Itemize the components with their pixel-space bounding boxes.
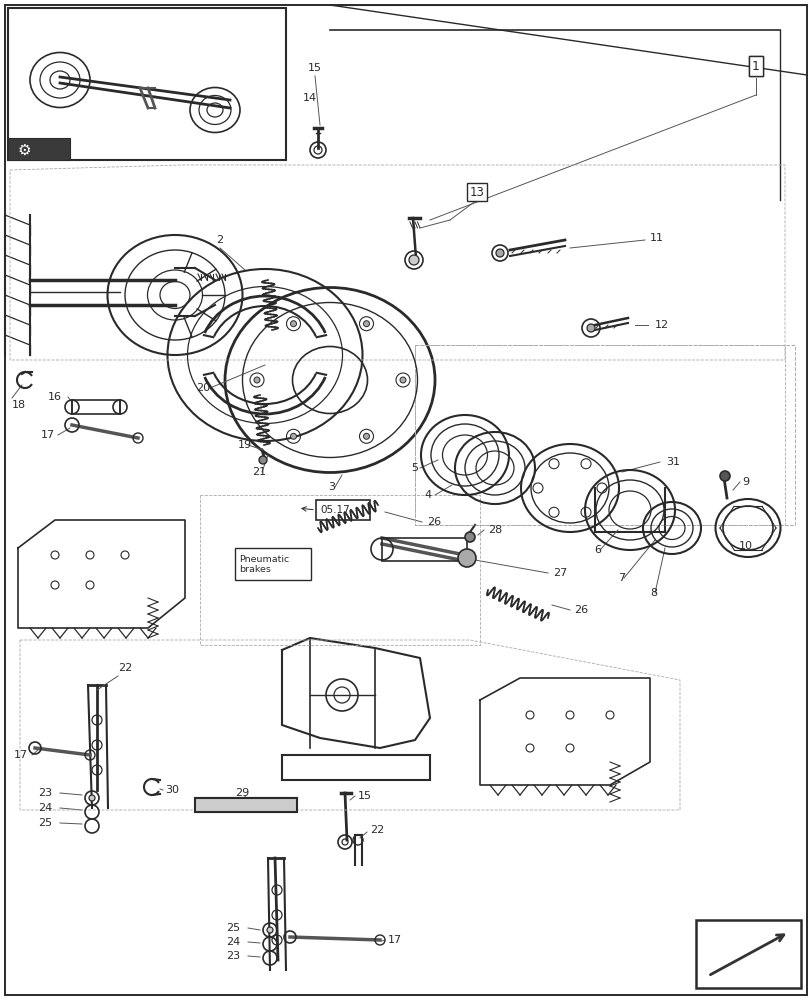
Circle shape <box>267 927 272 933</box>
Text: 18: 18 <box>12 400 26 410</box>
Text: 25: 25 <box>225 923 240 933</box>
Circle shape <box>719 471 729 481</box>
Bar <box>195 798 297 812</box>
Text: ⚙: ⚙ <box>18 143 32 158</box>
Circle shape <box>259 456 267 464</box>
Circle shape <box>363 433 369 439</box>
Circle shape <box>290 321 296 327</box>
Text: 7: 7 <box>617 573 624 583</box>
Text: brakes: brakes <box>238 566 271 574</box>
Text: 22: 22 <box>118 663 132 673</box>
Text: 6: 6 <box>594 545 600 555</box>
Text: 1: 1 <box>751 60 759 73</box>
Text: 14: 14 <box>303 93 316 103</box>
Circle shape <box>89 795 95 801</box>
Text: 05.17: 05.17 <box>320 505 350 515</box>
Text: 12: 12 <box>654 320 668 330</box>
Circle shape <box>465 532 474 542</box>
Text: 5: 5 <box>410 463 418 473</box>
Circle shape <box>290 433 296 439</box>
Text: 26: 26 <box>427 517 440 527</box>
Text: 26: 26 <box>573 605 587 615</box>
Circle shape <box>496 249 504 257</box>
Text: 31: 31 <box>665 457 679 467</box>
Bar <box>72 400 120 414</box>
Text: Pneumatic: Pneumatic <box>238 554 289 564</box>
Text: 1: 1 <box>751 60 759 73</box>
Text: 10: 10 <box>738 541 752 551</box>
Text: 27: 27 <box>552 568 567 578</box>
Circle shape <box>586 324 594 332</box>
Text: 28: 28 <box>487 525 502 535</box>
Text: 3: 3 <box>328 482 335 492</box>
Bar <box>381 538 466 561</box>
Bar <box>8 8 285 160</box>
Text: 19: 19 <box>238 440 251 450</box>
Circle shape <box>254 377 260 383</box>
Text: 23: 23 <box>38 788 52 798</box>
Text: 17: 17 <box>388 935 401 945</box>
Text: 8: 8 <box>649 588 656 598</box>
Circle shape <box>409 255 418 265</box>
Text: 4: 4 <box>424 490 431 500</box>
Text: 17: 17 <box>41 430 55 440</box>
Bar <box>234 548 311 580</box>
Text: 16: 16 <box>48 392 62 402</box>
Text: 23: 23 <box>225 951 240 961</box>
Text: 17: 17 <box>14 750 28 760</box>
Bar <box>315 500 370 520</box>
Circle shape <box>363 321 369 327</box>
Text: 24: 24 <box>37 803 52 813</box>
Text: 22: 22 <box>370 825 384 835</box>
Text: 21: 21 <box>251 467 266 477</box>
Text: 29: 29 <box>234 788 249 798</box>
Text: 11: 11 <box>649 233 663 243</box>
Text: 13: 13 <box>469 186 484 199</box>
Text: 9: 9 <box>741 477 749 487</box>
Text: 2: 2 <box>217 235 223 245</box>
Text: 15: 15 <box>307 63 322 73</box>
Bar <box>695 920 800 988</box>
Text: 30: 30 <box>165 785 178 795</box>
Circle shape <box>457 549 475 567</box>
Circle shape <box>400 377 406 383</box>
Text: 24: 24 <box>225 937 240 947</box>
Bar <box>8 138 70 160</box>
Text: 15: 15 <box>358 791 371 801</box>
Text: 25: 25 <box>38 818 52 828</box>
Text: 20: 20 <box>195 383 210 393</box>
